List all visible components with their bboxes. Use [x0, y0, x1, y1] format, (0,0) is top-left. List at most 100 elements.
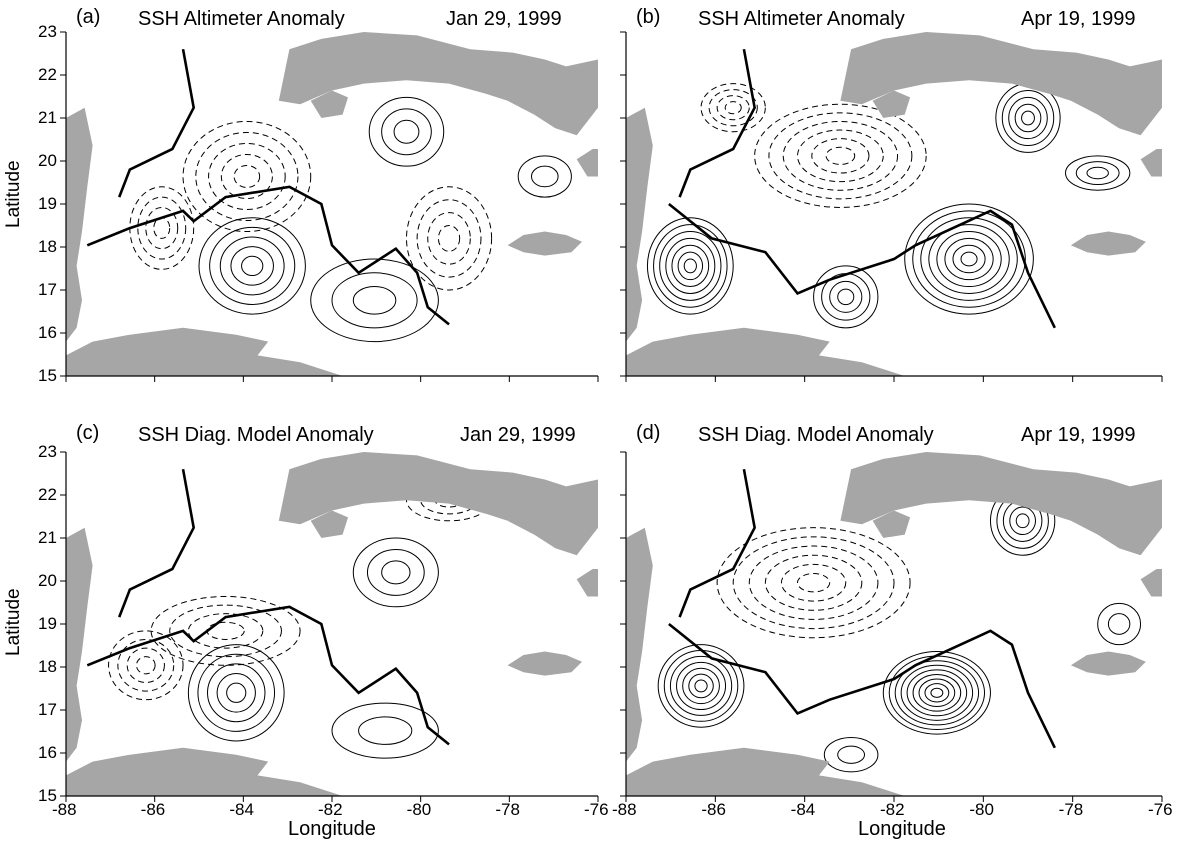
contour-line: [381, 560, 411, 585]
contour-line: [676, 661, 727, 711]
contour-line: [782, 120, 899, 191]
panel-tag: (b): [636, 6, 661, 28]
panel-tag: (a): [76, 6, 101, 28]
contour-line: [129, 186, 195, 270]
x-tick-label: -76: [1148, 800, 1173, 819]
contour-line: [708, 89, 758, 127]
x-tick-label: -80: [406, 800, 432, 819]
contour-line: [748, 545, 879, 620]
panel-tag: (c): [76, 422, 100, 444]
contour-line: [700, 83, 766, 133]
land-mass: [507, 651, 582, 676]
contour-line: [137, 196, 187, 260]
contour-line: [912, 210, 1026, 308]
y-tick-label: 23: [38, 22, 57, 41]
contour-line: [531, 165, 559, 188]
zero-contour: [86, 185, 450, 326]
land-mass: [66, 527, 93, 762]
contour-line: [813, 265, 879, 329]
y-tick-label: 17: [38, 280, 57, 299]
contour-line: [182, 120, 312, 233]
land-mass: [626, 107, 653, 342]
contour-line: [150, 595, 301, 666]
contour-line: [416, 199, 482, 278]
panel-date: Jan 29, 1999: [460, 424, 576, 446]
land-mass: [576, 149, 598, 177]
zero-contour: [86, 605, 450, 746]
contour-line: [352, 537, 439, 608]
map-panel-a: [66, 32, 598, 376]
contour-line: [837, 745, 866, 764]
contour-line: [117, 638, 175, 692]
x-tick-label: -86: [701, 800, 726, 819]
y-tick-label: 20: [38, 571, 57, 590]
contour-line: [1008, 96, 1048, 140]
zero-contour: [668, 622, 1056, 749]
x-tick-label: -86: [140, 800, 166, 819]
contour-line: [331, 272, 418, 329]
panel-tag: (d): [636, 422, 661, 444]
zero-contour: [678, 468, 756, 618]
land-mass: [1140, 149, 1162, 177]
zero-contour: [117, 468, 196, 618]
land-mass: [66, 327, 343, 376]
contour-line: [653, 224, 728, 308]
contour-line: [216, 673, 256, 713]
contour-line: [665, 237, 716, 294]
x-tick-label: -80: [969, 800, 994, 819]
x-tick-label: -82: [880, 800, 905, 819]
contour-line: [207, 663, 266, 723]
land-mass: [66, 107, 93, 342]
contour-line: [928, 224, 1010, 294]
x-tick-label: -84: [229, 800, 254, 819]
land-mass: [278, 452, 598, 556]
contour-line: [823, 737, 879, 773]
contour-line: [682, 667, 720, 705]
contour-line: [226, 682, 247, 703]
contour-line: [669, 655, 733, 716]
contour-line: [754, 103, 927, 208]
contour-line: [797, 573, 831, 593]
y-tick-label: 18: [38, 237, 57, 256]
contour-line: [241, 255, 264, 277]
contour-line: [829, 280, 863, 313]
panel-c: (c) SSH Diag. Model Anomaly Jan 29, 1999: [76, 422, 576, 446]
y-tick-label: 15: [38, 366, 57, 385]
land-mass: [278, 32, 598, 136]
contour-line: [677, 251, 704, 281]
contour-line: [197, 653, 276, 732]
contour-line: [882, 651, 991, 735]
contour-line: [688, 673, 714, 699]
y-tick-label: 15: [38, 786, 57, 805]
y-tick-label: 20: [38, 151, 57, 170]
contour-line: [659, 231, 722, 301]
panel-title: SSH Diag. Model Anomaly: [138, 424, 374, 446]
zero-contour: [668, 202, 1056, 329]
contour-line: [825, 146, 856, 165]
contour-line: [732, 536, 895, 630]
contour-line: [657, 644, 745, 728]
contour-line: [135, 656, 156, 675]
land-mass: [840, 32, 1162, 136]
y-axis-label-top: Latitude: [3, 160, 24, 228]
land-mass: [310, 510, 348, 538]
contour-line: [920, 217, 1018, 301]
contour-line: [169, 604, 282, 658]
contour-line: [811, 138, 870, 174]
land-mass: [1140, 569, 1162, 597]
zero-contour: [117, 48, 196, 198]
land-mass: [310, 90, 348, 118]
land-mass: [507, 231, 582, 256]
contour-line: [694, 679, 708, 693]
contour-line: [683, 258, 697, 274]
contour-line: [837, 288, 855, 306]
contour-line: [960, 251, 978, 267]
contour-line: [918, 678, 956, 708]
panel-a: (a) SSH Altimeter Anomaly Jan 29, 1999: [0, 0, 600, 400]
contour-line: [405, 186, 493, 291]
panel-title: SSH Altimeter Anomaly: [138, 8, 345, 30]
contour-line: [366, 548, 425, 596]
contour-line: [358, 716, 413, 745]
contour-line: [220, 153, 273, 199]
contour-line: [145, 206, 179, 250]
